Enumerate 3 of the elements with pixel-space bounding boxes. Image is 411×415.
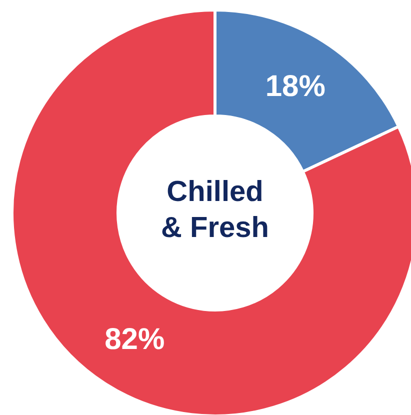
text: Chilled & Fresh — [161, 176, 269, 244]
data-label: 82% — [104, 323, 165, 356]
data-label: 18% — [265, 70, 326, 103]
